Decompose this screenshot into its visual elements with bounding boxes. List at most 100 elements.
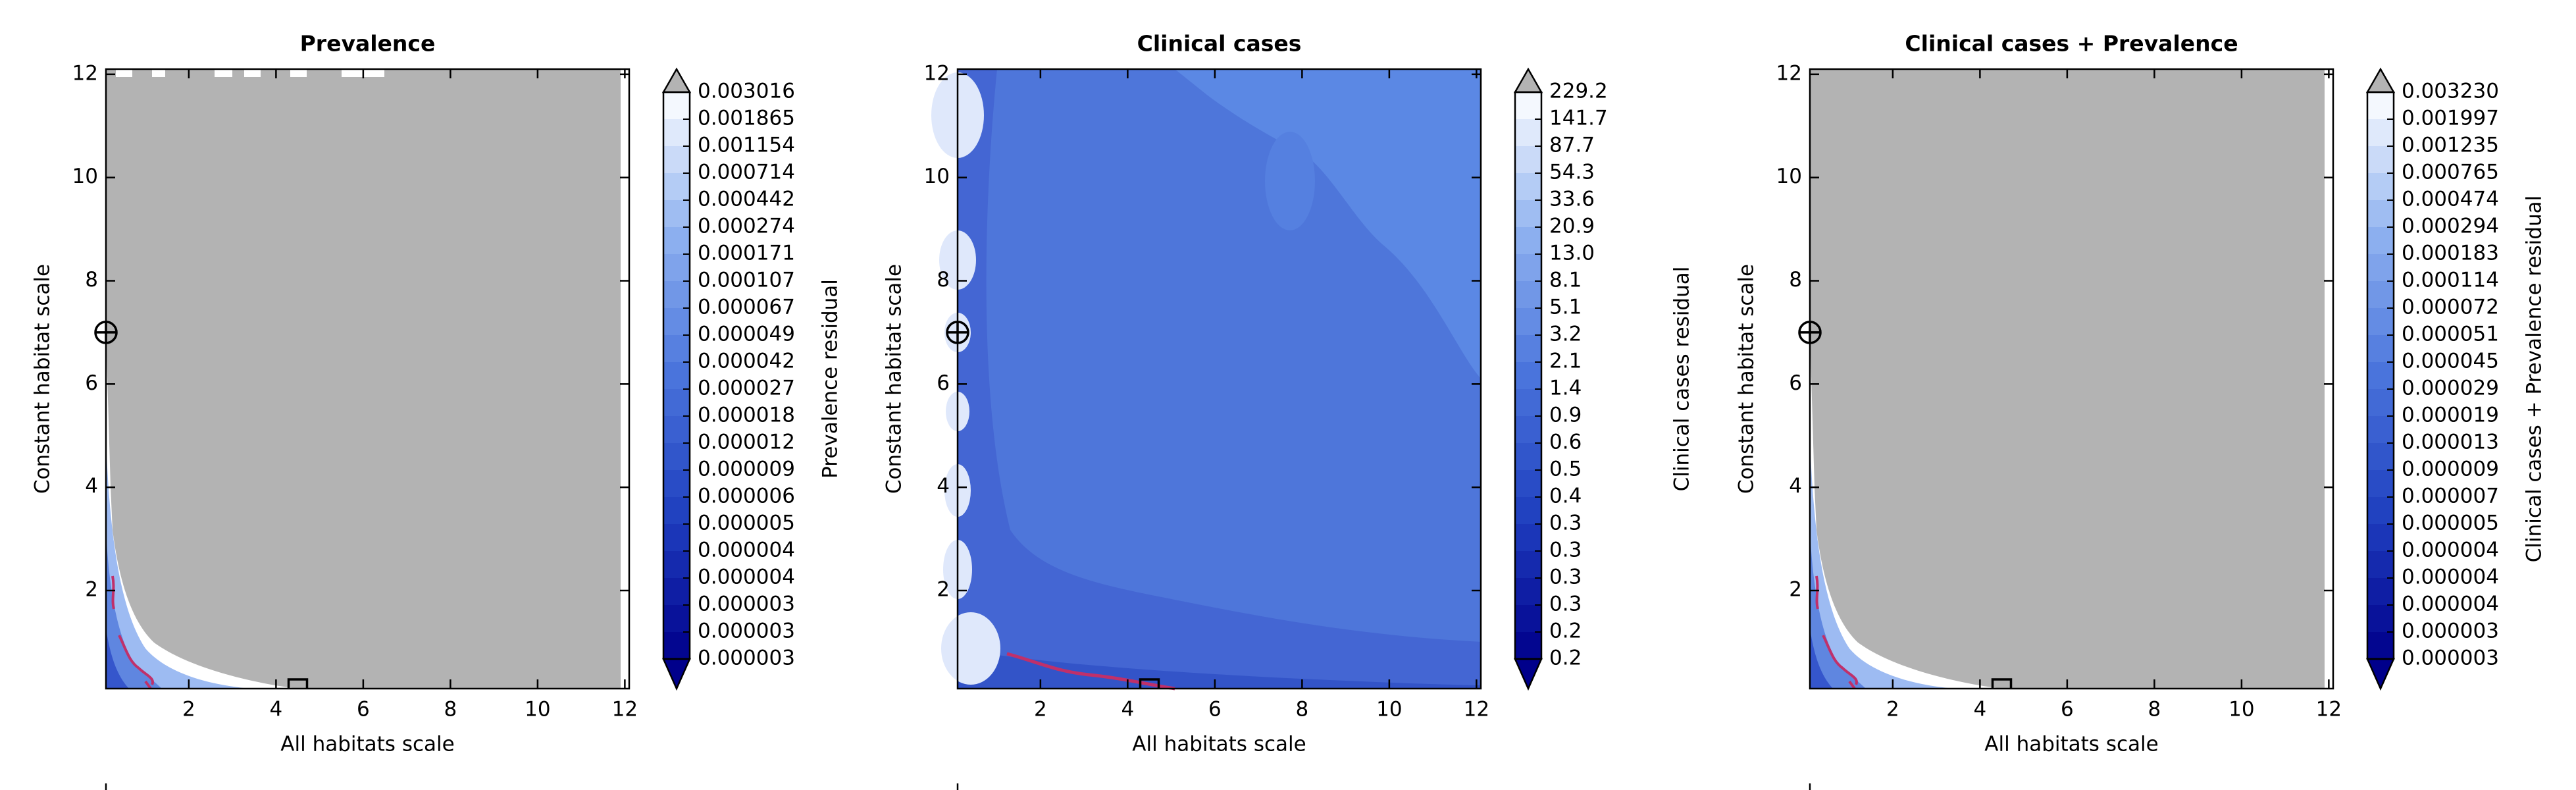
x-tick-label: 6 — [357, 698, 370, 722]
x-tick-label: 4 — [270, 698, 283, 722]
colorbar-band — [1515, 146, 1541, 174]
chart-title: Prevalence — [300, 31, 436, 57]
colorbar-band — [1515, 281, 1541, 309]
colorbar-band — [2367, 254, 2394, 282]
colorbar-frame — [1514, 91, 1543, 660]
colorbar-tick-label: 0.000003 — [698, 619, 795, 643]
y-tick-label: 12 — [1776, 61, 1802, 85]
colorbar-band — [1515, 92, 1541, 120]
colorbar-tick-label: 0.000765 — [2402, 161, 2499, 184]
colorbar-band — [2367, 578, 2394, 606]
colorbar-band — [663, 605, 690, 633]
y-tick-label: 6 — [937, 371, 950, 395]
colorbar-band — [2367, 281, 2394, 309]
colorbar-tick-label: 0.000018 — [698, 404, 795, 427]
colorbar-band — [2367, 389, 2394, 417]
x-axis-label: All habitats scale — [280, 733, 454, 756]
colorbar-tick-label: 87.7 — [1549, 134, 1595, 157]
legend-fragment — [105, 783, 1811, 790]
colorbar-over — [2365, 67, 2396, 93]
axes-frame — [1809, 68, 2334, 690]
x-tick-label: 12 — [2316, 698, 2342, 722]
contour-line — [1815, 575, 1858, 690]
x-tick-label: 8 — [1296, 698, 1309, 722]
colorbar-tick-label: 0.000009 — [2402, 458, 2499, 481]
x-tick-label: 2 — [1034, 698, 1047, 722]
colorbar-tick-label: 0.000004 — [698, 539, 795, 562]
colorbar-band — [663, 497, 690, 525]
colorbar-band — [2367, 551, 2394, 579]
colorbar-band — [663, 308, 690, 336]
colorbar-band — [1515, 632, 1541, 660]
colorbar-band — [2367, 335, 2394, 363]
x-tick-label: 4 — [1974, 698, 1987, 722]
colorbar-band — [1515, 119, 1541, 147]
colorbar-tick-label: 0.000003 — [2402, 646, 2499, 670]
colorbar-tick-label: 0.000005 — [698, 512, 795, 535]
colorbar-tick-label: 5.1 — [1549, 296, 1582, 319]
colorbar-tick-label: 33.6 — [1549, 188, 1595, 211]
colorbar-band — [1515, 605, 1541, 633]
colorbar-tick-label: 0.000072 — [2402, 296, 2499, 319]
chart-title: Clinical cases + Prevalence — [1905, 31, 2238, 57]
colorbar-band — [2367, 362, 2394, 390]
colorbar-tick-label: 0.000004 — [698, 566, 795, 589]
y-tick-label: 2 — [937, 578, 950, 602]
colorbar-tick-label: 0.000009 — [698, 458, 795, 481]
colorbar-band — [1515, 416, 1541, 444]
colorbar-tick-label: 3.2 — [1549, 323, 1582, 346]
x-tick-label: 12 — [1464, 698, 1489, 722]
field-region — [958, 648, 1481, 689]
colorbar-tick-label: 54.3 — [1549, 161, 1595, 184]
y-tick-label: 4 — [85, 475, 98, 498]
y-axis-label: Constant habitat scale — [883, 264, 906, 494]
colorbar-band — [663, 551, 690, 579]
colorbar-band — [1515, 551, 1541, 579]
colorbar-tick-label: 0.000107 — [698, 269, 795, 292]
colorbar-tick-label: 0.000067 — [698, 296, 795, 319]
chart-title: Clinical cases — [1137, 31, 1302, 57]
colorbar-band — [663, 254, 690, 282]
y-tick-label: 6 — [85, 371, 98, 395]
colorbar-tick-label: 0.000183 — [2402, 242, 2499, 265]
colorbar-band — [663, 200, 690, 228]
field-region — [106, 629, 129, 689]
colorbar-band — [663, 119, 690, 147]
colorbar-band — [2367, 200, 2394, 228]
colorbar-band — [1515, 497, 1541, 525]
colorbar-tick-label: 0.4 — [1549, 485, 1582, 508]
colorbar-label: Clinical cases residual — [1670, 267, 1694, 492]
colorbar-band — [1515, 308, 1541, 336]
y-tick-label: 10 — [924, 165, 950, 188]
colorbar-band — [2367, 524, 2394, 552]
colorbar-tick-label: 0.000003 — [698, 646, 795, 670]
y-tick-label: 4 — [1789, 475, 1802, 498]
colorbar-tick-label: 0.3 — [1549, 539, 1582, 562]
colorbar-band — [1515, 524, 1541, 552]
marker — [1991, 678, 2013, 689]
colorbar-band — [1515, 173, 1541, 201]
x-tick-label: 8 — [444, 698, 457, 722]
contour-field — [1810, 69, 2333, 690]
colorbar-tick-label: 0.001865 — [698, 107, 795, 130]
colorbar-tick-label: 0.2 — [1549, 619, 1582, 643]
x-tick-label: 2 — [182, 698, 195, 722]
field-region — [1175, 69, 1481, 379]
colorbar-band — [1515, 443, 1541, 471]
x-tick-label: 6 — [1208, 698, 1222, 722]
colorbar-band — [1515, 254, 1541, 282]
colorbar-tick-label: 0.000007 — [2402, 485, 2499, 508]
marker — [287, 678, 309, 689]
colorbar-band — [2367, 416, 2394, 444]
colorbar-band — [2367, 632, 2394, 660]
colorbar-band — [2367, 605, 2394, 633]
colorbar-band — [1515, 335, 1541, 363]
colorbar-band — [1515, 389, 1541, 417]
colorbar-tick-label: 0.6 — [1549, 431, 1582, 454]
colorbar-under — [662, 658, 691, 691]
colorbar-band — [663, 362, 690, 390]
contour-line — [111, 575, 154, 690]
colorbar-band — [2367, 173, 2394, 201]
colorbar-band — [2367, 308, 2394, 336]
